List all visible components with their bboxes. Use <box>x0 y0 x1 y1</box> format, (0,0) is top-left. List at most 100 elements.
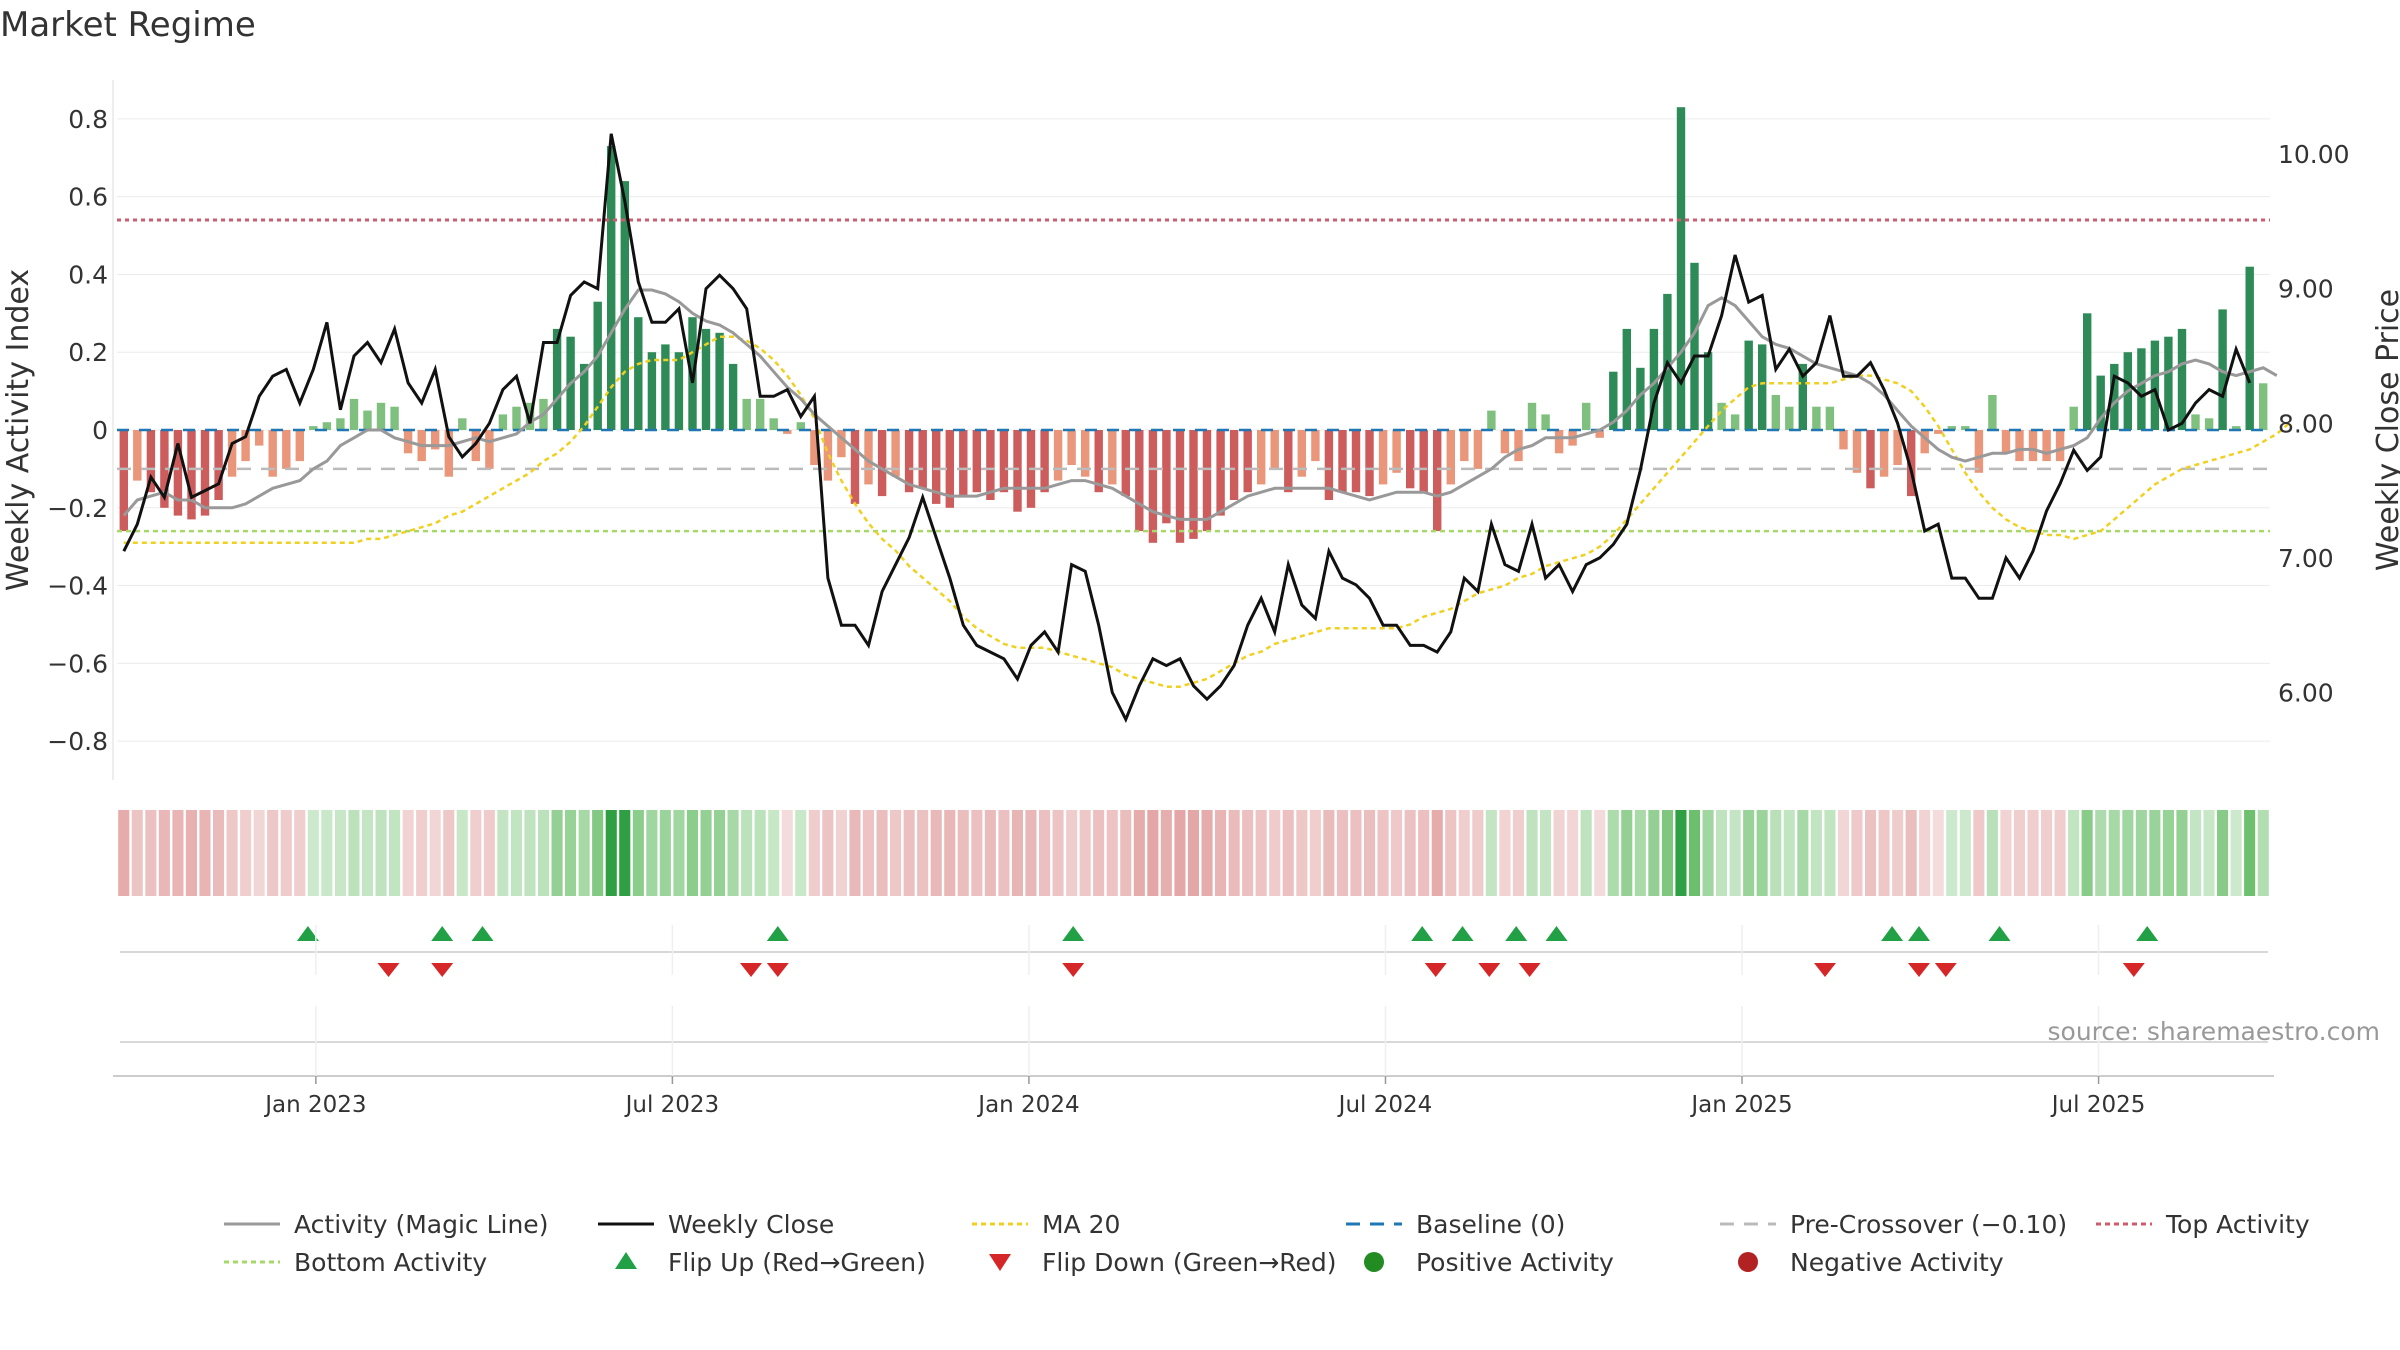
regime-cell <box>267 810 279 896</box>
regime-cell <box>1485 810 1497 896</box>
regime-cell <box>619 810 631 896</box>
activity-bar <box>891 430 900 477</box>
regime-cell <box>2203 810 2215 896</box>
activity-bar <box>2028 430 2038 462</box>
activity-bar <box>1758 344 1767 430</box>
activity-bar <box>742 398 751 430</box>
regime-cell <box>497 810 509 896</box>
regime-cell <box>1892 810 1904 896</box>
regime-cell <box>835 810 847 896</box>
activity-bar <box>620 181 629 430</box>
activity-bar <box>1812 406 1821 430</box>
regime-cell <box>361 810 373 896</box>
regime-cell <box>768 810 780 896</box>
activity-bar <box>634 317 643 430</box>
regime-cell <box>1458 810 1470 896</box>
regime-cell <box>686 810 698 896</box>
regime-cell <box>429 810 441 896</box>
activity-bar <box>999 430 1009 493</box>
regime-cell <box>1120 810 1132 896</box>
activity-bar <box>1744 340 1753 430</box>
regime-cell <box>1986 810 1998 896</box>
regime-cell <box>1187 810 1199 896</box>
regime-cell <box>1824 810 1836 896</box>
activity-bar <box>1013 430 1022 512</box>
regime-cell <box>1837 810 1849 896</box>
activity-bar <box>850 430 860 504</box>
lower-panel: Jan 2023 Jul 2023 Jan 2024 Jul 2024 Jan 2025… <box>113 925 2274 1118</box>
regime-cell <box>2149 810 2161 896</box>
regime-cell <box>1932 810 1944 896</box>
activity-bar <box>1433 430 1442 532</box>
regime-cell <box>944 810 956 896</box>
regime-cell <box>741 810 753 896</box>
activity-bar <box>972 430 981 493</box>
regime-cell <box>443 810 455 896</box>
legend: Activity (Magic Line) Weekly Close MA 20 Ba… <box>224 1210 2310 1277</box>
activity-bar <box>458 418 467 430</box>
activity-bar <box>769 418 778 430</box>
regime-cell <box>483 810 495 896</box>
regime-cell <box>565 810 577 896</box>
regime-cell <box>1309 810 1321 896</box>
left-tick-label: 0.8 <box>68 105 108 134</box>
legend-entry: Bottom Activity <box>224 1248 487 1277</box>
activity-bar <box>1907 430 1916 497</box>
activity-bar <box>945 430 954 508</box>
axes: 0.8 0.6 0.4 0.2 0 −0.2 −0.4 −0.6 −0.8 10.00 9.00 8.… <box>47 80 2350 780</box>
regime-cell <box>131 810 143 896</box>
left-tick-label: 0.4 <box>68 260 108 289</box>
activity-bar <box>1893 430 1902 465</box>
regime-cell <box>145 810 157 896</box>
activity-bar <box>309 426 318 430</box>
activity-bar <box>255 430 264 446</box>
legend-label: Weekly Close <box>668 1210 834 1239</box>
activity-bar <box>1135 430 1144 532</box>
regime-cell <box>524 810 536 896</box>
activity-bar <box>607 146 616 430</box>
activity-bar <box>1446 430 1455 485</box>
legend-label: Pre-Crossover (−0.10) <box>1790 1210 2067 1239</box>
activity-bar <box>1514 430 1523 462</box>
regime-cell <box>632 810 644 896</box>
regime-cell <box>592 810 604 896</box>
regime-cell <box>348 810 360 896</box>
regime-cell <box>1594 810 1606 896</box>
flip-up-marker <box>1451 926 1474 941</box>
activity-bar <box>1771 395 1780 430</box>
activity-bar <box>187 430 196 520</box>
flip-down-marker <box>377 963 400 977</box>
activity-bar <box>431 430 440 450</box>
activity-bar <box>2069 406 2078 430</box>
left-tick-label: −0.4 <box>47 572 108 601</box>
activity-bar <box>2191 414 2200 430</box>
activity-bar <box>2232 426 2241 430</box>
activity-bar <box>2164 336 2173 430</box>
regime-cell <box>1039 810 1051 896</box>
activity-bar <box>2042 430 2051 462</box>
activity-bar <box>1311 430 1320 462</box>
activity-bar <box>1649 328 1659 430</box>
left-tick-label: −0.2 <box>47 494 108 523</box>
activity-bar <box>1690 262 1699 430</box>
regime-cell <box>240 810 252 896</box>
activity-bar <box>390 406 399 430</box>
activity-bar <box>1202 430 1212 532</box>
activity-bar <box>1148 430 1158 543</box>
regime-cell <box>917 810 929 896</box>
activity-bar <box>1406 430 1415 489</box>
activity-bar <box>864 430 873 485</box>
regime-cell <box>1472 810 1484 896</box>
source-note: source: sharemaestro.com <box>2048 1017 2381 1046</box>
ma20-line <box>123 335 2292 688</box>
regime-cell <box>1336 810 1348 896</box>
flip-up-marker <box>1988 926 2011 941</box>
activity-bars <box>119 107 2268 543</box>
activity-bar <box>552 328 562 430</box>
legend-label: Flip Up (Red→Green) <box>668 1248 926 1277</box>
regime-cell <box>930 810 942 896</box>
legend-swatch <box>989 1254 1011 1271</box>
activity-bar <box>322 422 332 430</box>
flip-down-marker <box>1478 963 1501 977</box>
activity-bar <box>1487 410 1496 430</box>
